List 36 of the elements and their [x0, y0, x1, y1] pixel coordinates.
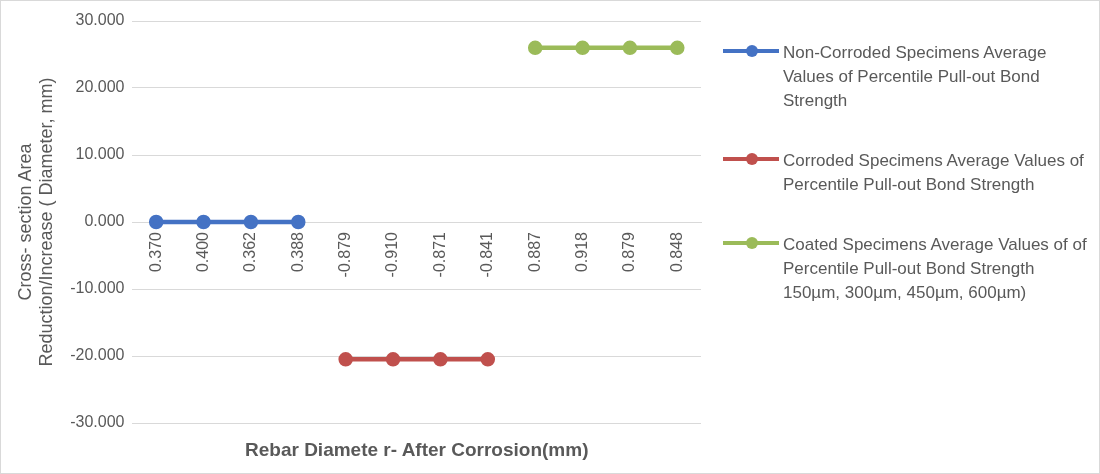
y-axis-title: Cross- section Area Reduction/Increase ( Diameter, mm) [14, 77, 57, 367]
point [527, 40, 543, 56]
y-tick-label: 20.000 [75, 78, 125, 96]
legend-label: Coated Specimens Average Values of of Percentile Pull-out Bond Strength 150µm, 300µm, 450µm, 600µm) [783, 234, 1088, 304]
x-tick-label: 0.400 [193, 231, 211, 273]
x-tick-label: 0.879 [620, 231, 638, 273]
point [148, 214, 164, 230]
point [433, 352, 448, 367]
point [385, 352, 401, 367]
x-tick-label: 0.362 [241, 231, 259, 273]
x-tick-label: -0.910 [383, 231, 401, 278]
x-axis-title: Rebar Diamete r- After Corrosion(mm) [245, 439, 589, 461]
x-tick-label: -0.879 [336, 231, 354, 278]
x-tick-label: 0.848 [667, 231, 685, 273]
point [622, 40, 638, 56]
point [575, 40, 590, 56]
y-tick-label: -10.000 [70, 279, 125, 297]
y-tick-label: 0.000 [84, 212, 125, 230]
legend-label: Non-Corroded Specimens Average Values of Percentile Pull-out Bond Strength [783, 42, 1048, 112]
point [243, 214, 259, 230]
point [338, 352, 353, 367]
x-tick-label: 0.887 [525, 231, 543, 273]
legend-label: Corroded Specimens Average Values of Percentile Pull-out Bond Strength [783, 150, 1085, 196]
x-tick-label: -0.871 [430, 231, 448, 278]
x-tick-label: -0.841 [478, 231, 496, 278]
x-tick-label: 0.918 [572, 231, 590, 273]
point [480, 352, 496, 367]
y-tick-label: -20.000 [70, 346, 125, 364]
point [291, 214, 306, 230]
x-tick-label: 0.370 [146, 231, 164, 273]
point [196, 214, 211, 230]
y-tick-label: -30.000 [70, 413, 125, 431]
point [670, 40, 685, 56]
x-tick-label: 0.388 [288, 231, 306, 273]
y-tick-label: 30.000 [75, 11, 125, 29]
y-tick-label: 10.000 [75, 145, 125, 163]
